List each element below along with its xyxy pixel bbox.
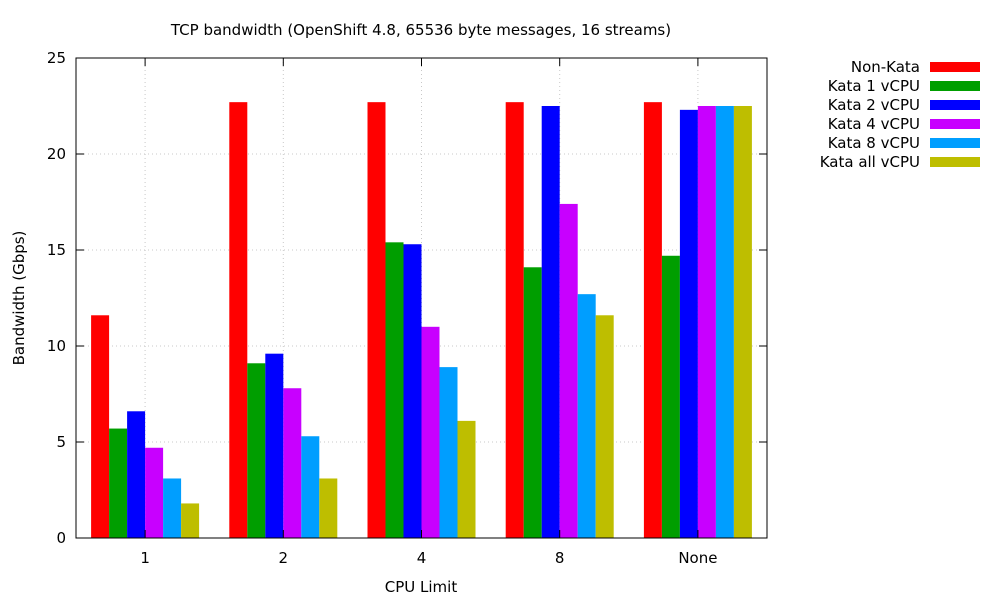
x-axis-label: CPU Limit [385, 578, 458, 596]
bar [265, 353, 284, 538]
x-tick-label: 4 [417, 549, 427, 567]
bar [439, 367, 458, 538]
bar [91, 315, 110, 538]
bar [577, 294, 596, 538]
legend-label: Kata all vCPU [820, 153, 920, 171]
y-tick-label: 25 [47, 49, 66, 67]
legend-swatch [930, 119, 980, 129]
x-tick-label: None [678, 549, 717, 567]
legend-swatch [930, 62, 980, 72]
legend-label: Kata 4 vCPU [828, 115, 920, 133]
x-tick-label: 2 [279, 549, 289, 567]
bar [367, 102, 386, 538]
legend-swatch [930, 157, 980, 167]
bar [181, 503, 200, 538]
y-axis-label: Bandwidth (Gbps) [10, 231, 28, 366]
bar [301, 436, 320, 538]
bars [91, 102, 752, 539]
bar [505, 102, 524, 538]
bar [385, 242, 404, 538]
y-tick-label: 20 [47, 145, 66, 163]
bar [559, 203, 578, 539]
legend-label: Kata 1 vCPU [828, 77, 920, 95]
legend-label: Kata 2 vCPU [828, 96, 920, 114]
bar [457, 420, 476, 538]
bar [697, 106, 716, 538]
y-tick-label: 15 [47, 241, 66, 259]
y-tick-label: 0 [56, 529, 66, 547]
bar [679, 109, 698, 538]
legend-swatch [930, 81, 980, 91]
x-axis-ticks: 1 2 4 8 None [140, 58, 717, 567]
bar [541, 106, 560, 538]
bar [403, 244, 422, 539]
y-tick-label: 10 [47, 337, 66, 355]
bar [283, 388, 302, 538]
bar [319, 478, 338, 538]
y-axis-ticks: 0 5 10 15 20 25 [47, 49, 767, 547]
bar [661, 255, 680, 538]
bar [733, 106, 752, 538]
legend-swatch [930, 100, 980, 110]
y-tick-label: 5 [56, 433, 66, 451]
bar [229, 102, 248, 538]
bar [643, 102, 662, 538]
x-tick-label: 1 [140, 549, 150, 567]
bar [247, 363, 266, 538]
bar [523, 267, 542, 538]
bar [421, 326, 440, 538]
legend-label: Non-Kata [851, 58, 920, 76]
bar [715, 106, 734, 538]
bar [127, 411, 146, 538]
bar [595, 315, 614, 538]
bar [109, 428, 128, 538]
legend-label: Kata 8 vCPU [828, 134, 920, 152]
legend-swatch [930, 138, 980, 148]
bar [145, 447, 164, 538]
chart-title: TCP bandwidth (OpenShift 4.8, 65536 byte… [170, 21, 671, 39]
x-tick-label: 8 [555, 549, 565, 567]
bar [163, 478, 182, 538]
